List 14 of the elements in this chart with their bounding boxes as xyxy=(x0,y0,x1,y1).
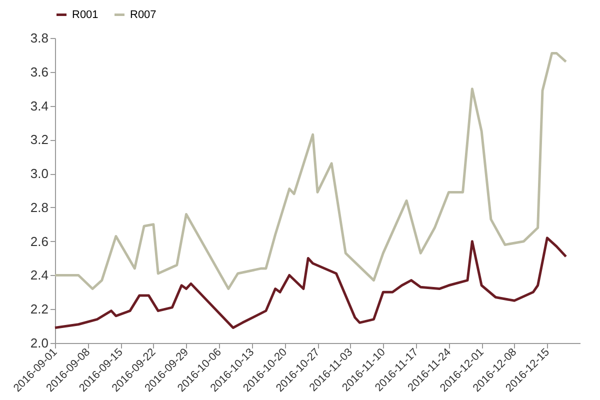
legend-label: R001 xyxy=(72,8,98,21)
y-tick-label: 3.4 xyxy=(30,98,48,114)
legend-label: R007 xyxy=(130,8,156,21)
line-series xyxy=(54,236,568,329)
y-tick-label: 2.8 xyxy=(30,200,48,215)
y-tick-label: 3.0 xyxy=(30,166,48,182)
y-tick-label: 3.6 xyxy=(30,64,48,80)
line-series xyxy=(54,52,568,290)
y-tick-label: 2.4 xyxy=(30,268,48,283)
y-tick-label: 2.6 xyxy=(30,234,48,249)
y-tick-label: 3.8 xyxy=(30,30,48,46)
y-tick-label: 3.2 xyxy=(30,132,48,148)
y-tick-label: 2.2 xyxy=(30,302,48,317)
y-tick-label: 2.0 xyxy=(30,336,48,350)
